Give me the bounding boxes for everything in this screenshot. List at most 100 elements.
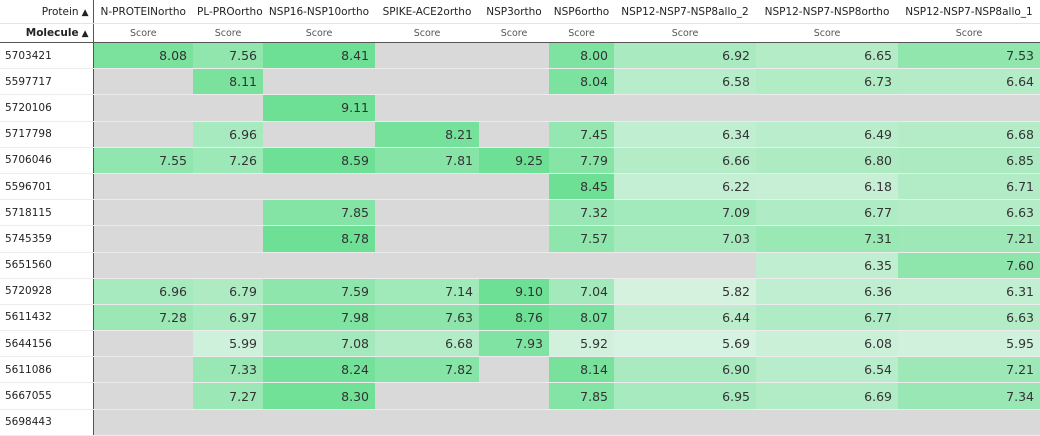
score-cell[interactable]: 6.96: [93, 278, 193, 305]
protein-sort-header[interactable]: Protein ▲: [0, 0, 94, 24]
score-cell[interactable]: 6.85: [898, 147, 1040, 174]
score-cell[interactable]: 8.24: [263, 356, 375, 384]
score-cell[interactable]: [93, 382, 193, 410]
score-cell[interactable]: [193, 173, 263, 201]
score-cell[interactable]: [193, 225, 263, 253]
score-cell[interactable]: 6.34: [614, 121, 756, 148]
table-row[interactable]: 5611086 7.33 8.24 7.82 8.14 6.90 6.54 7.21: [0, 356, 1040, 384]
column-header[interactable]: NSP12-NSP7-NSP8ortho: [756, 0, 898, 24]
score-cell[interactable]: [375, 94, 479, 122]
score-cell[interactable]: 6.90: [614, 356, 756, 384]
score-cell[interactable]: [263, 173, 375, 201]
score-cell[interactable]: [375, 409, 479, 436]
score-cell[interactable]: 8.04: [549, 68, 614, 96]
score-cell[interactable]: 7.04: [549, 278, 614, 305]
table-row[interactable]: 5667055 7.27 8.30 7.85 6.95 6.69 7.34: [0, 382, 1040, 410]
score-cell[interactable]: 8.08: [93, 42, 193, 70]
score-cell[interactable]: [375, 173, 479, 201]
score-cell[interactable]: 6.66: [614, 147, 756, 174]
score-cell[interactable]: 7.09: [614, 199, 756, 227]
score-cell[interactable]: 5.82: [614, 278, 756, 305]
table-row[interactable]: 5717798 6.96 8.21 7.45 6.34 6.49 6.68: [0, 121, 1040, 148]
score-cell[interactable]: [479, 121, 549, 148]
score-cell[interactable]: [263, 68, 375, 96]
score-cell[interactable]: 8.59: [263, 147, 375, 174]
score-cell[interactable]: [193, 409, 263, 436]
score-cell[interactable]: 7.45: [549, 121, 614, 148]
score-cell[interactable]: 6.68: [898, 121, 1040, 148]
column-header[interactable]: NSP12-NSP7-NSP8allo_2: [614, 0, 756, 24]
score-cell[interactable]: [93, 173, 193, 201]
score-cell[interactable]: 7.60: [898, 252, 1040, 279]
score-cell[interactable]: [549, 252, 614, 279]
table-row[interactable]: 5698443: [0, 409, 1040, 436]
score-cell[interactable]: 7.21: [898, 356, 1040, 384]
score-cell[interactable]: [93, 330, 193, 358]
score-cell[interactable]: [193, 252, 263, 279]
score-cell[interactable]: 9.11: [263, 94, 375, 122]
score-cell[interactable]: 6.96: [193, 121, 263, 148]
score-cell[interactable]: 8.30: [263, 382, 375, 410]
score-cell[interactable]: 6.22: [614, 173, 756, 201]
score-cell[interactable]: 5.95: [898, 330, 1040, 358]
score-cell[interactable]: 8.07: [549, 304, 614, 332]
score-cell[interactable]: [93, 68, 193, 96]
score-cell[interactable]: 7.55: [93, 147, 193, 174]
score-cell[interactable]: 9.25: [479, 147, 549, 174]
score-cell[interactable]: [93, 252, 193, 279]
score-cell[interactable]: [614, 409, 756, 436]
score-cell[interactable]: [375, 225, 479, 253]
score-cell[interactable]: [263, 409, 375, 436]
score-cell[interactable]: 7.79: [549, 147, 614, 174]
score-cell[interactable]: [898, 94, 1040, 122]
score-cell[interactable]: 6.73: [756, 68, 898, 96]
score-cell[interactable]: 7.85: [549, 382, 614, 410]
score-cell[interactable]: 7.56: [193, 42, 263, 70]
table-row[interactable]: 5611432 7.28 6.97 7.98 7.63 8.76 8.07 6.44 6.77 6…: [0, 304, 1040, 332]
score-cell[interactable]: 6.92: [614, 42, 756, 70]
score-cell[interactable]: [479, 173, 549, 201]
score-cell[interactable]: [614, 94, 756, 122]
score-cell[interactable]: [263, 121, 375, 148]
column-header[interactable]: NSP16-NSP10ortho: [263, 0, 375, 24]
score-cell[interactable]: 6.95: [614, 382, 756, 410]
score-cell[interactable]: 6.97: [193, 304, 263, 332]
column-header[interactable]: SPIKE-ACE2ortho: [375, 0, 479, 24]
score-cell[interactable]: 7.34: [898, 382, 1040, 410]
table-row[interactable]: 5720928 6.96 6.79 7.59 7.14 9.10 7.04 5.82 6.36 6…: [0, 278, 1040, 305]
score-cell[interactable]: [193, 199, 263, 227]
score-cell[interactable]: 8.78: [263, 225, 375, 253]
score-cell[interactable]: 6.54: [756, 356, 898, 384]
score-cell[interactable]: 7.57: [549, 225, 614, 253]
score-cell[interactable]: [479, 382, 549, 410]
score-cell[interactable]: 7.98: [263, 304, 375, 332]
score-cell[interactable]: [479, 94, 549, 122]
score-cell[interactable]: [93, 225, 193, 253]
score-cell[interactable]: [263, 252, 375, 279]
score-cell[interactable]: 7.63: [375, 304, 479, 332]
table-row[interactable]: 5597717 8.11 8.04 6.58 6.73 6.64: [0, 68, 1040, 96]
table-row[interactable]: 5718115 7.85 7.32 7.09 6.77 6.63: [0, 199, 1040, 227]
score-cell[interactable]: 7.82: [375, 356, 479, 384]
score-cell[interactable]: 7.21: [898, 225, 1040, 253]
score-cell[interactable]: 6.49: [756, 121, 898, 148]
score-cell[interactable]: 5.99: [193, 330, 263, 358]
score-cell[interactable]: 7.14: [375, 278, 479, 305]
score-cell[interactable]: 8.11: [193, 68, 263, 96]
score-cell[interactable]: 5.92: [549, 330, 614, 358]
score-cell[interactable]: 7.93: [479, 330, 549, 358]
score-cell[interactable]: [479, 356, 549, 384]
score-cell[interactable]: 7.08: [263, 330, 375, 358]
score-cell[interactable]: [479, 199, 549, 227]
score-cell[interactable]: 6.31: [898, 278, 1040, 305]
table-row[interactable]: 5596701 8.45 6.22 6.18 6.71: [0, 173, 1040, 201]
score-cell[interactable]: 6.79: [193, 278, 263, 305]
score-cell[interactable]: 8.76: [479, 304, 549, 332]
score-cell[interactable]: 8.14: [549, 356, 614, 384]
score-cell[interactable]: 7.53: [898, 42, 1040, 70]
score-cell[interactable]: [375, 42, 479, 70]
score-cell[interactable]: 6.80: [756, 147, 898, 174]
score-cell[interactable]: 6.63: [898, 304, 1040, 332]
score-cell[interactable]: 8.00: [549, 42, 614, 70]
score-cell[interactable]: 6.71: [898, 173, 1040, 201]
